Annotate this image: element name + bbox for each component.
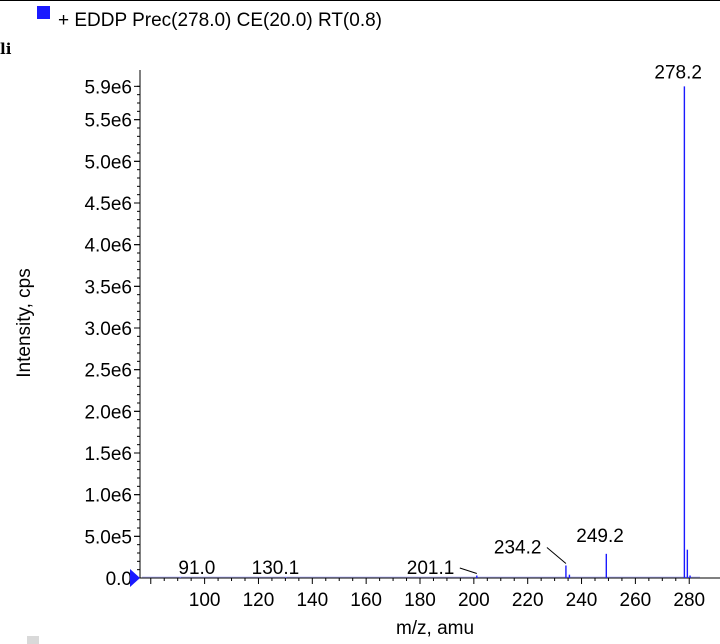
peak-label: 130.1 — [252, 558, 300, 579]
x-tick-label: 280 — [673, 590, 705, 611]
peak-label: 278.2 — [654, 62, 702, 83]
peak-leader-line — [546, 547, 567, 564]
x-tick-label: 160 — [350, 590, 382, 611]
y-tick-label: 3.5e6 — [84, 277, 132, 298]
y-tick-label: 5.5e6 — [84, 111, 132, 132]
y-axis: 0.0 5.0e5 1.0e6 1.5e6 2.0e6 2.5e6 3.0e6 3.5e6 4.… — [84, 70, 141, 590]
x-tick-label: 220 — [512, 590, 544, 611]
legend-label: + EDDP Prec(278.0) CE(20.0) RT(0.8) — [58, 10, 383, 31]
x-tick-label: 200 — [458, 590, 490, 611]
peak-label: 201.1 — [407, 558, 455, 579]
peak-leader-line — [459, 567, 477, 574]
peak-annotations: 91.0 130.1 201.1 234.2 249.2 278.2 — [178, 62, 702, 579]
y-tick-label: 2.5e6 — [84, 361, 132, 382]
chart-header: + EDDP Prec(278.0) CE(20.0) RT(0.8) li — [0, 0, 720, 58]
x-tick-label: 240 — [566, 590, 598, 611]
top-border — [0, 0, 720, 1]
y-tick-label: 3.0e6 — [84, 319, 132, 340]
y-tick-label: 1.5e6 — [84, 444, 132, 465]
peak-label: 249.2 — [576, 526, 624, 547]
cursor-marker-icon[interactable] — [130, 569, 140, 587]
peak-label: 234.2 — [494, 538, 542, 559]
x-tick-label: 100 — [189, 590, 221, 611]
y-tick-label: 4.0e6 — [84, 236, 132, 257]
y-tick-label: 4.5e6 — [84, 194, 132, 215]
peak-series — [142, 86, 700, 578]
x-tick-label: 180 — [404, 590, 436, 611]
peak-label: 91.0 — [178, 558, 215, 579]
legend-swatch — [37, 6, 50, 19]
x-tick-label: 260 — [620, 590, 652, 611]
y-axis-title: Intensity, cps — [14, 268, 35, 377]
y-tick-label: 5.0e6 — [84, 152, 132, 173]
y-tick-label: 2.0e6 — [84, 402, 132, 423]
y-tick-label: 5.0e5 — [84, 527, 132, 548]
bottom-marker — [27, 636, 39, 644]
x-tick-label: 140 — [296, 590, 328, 611]
y-tick-label: 1.0e6 — [84, 486, 132, 507]
y-tick-label: 0.0 — [106, 569, 132, 590]
x-axis: 100 120 140 160 180 200 220 240 260 280 — [140, 577, 720, 611]
y-tick-label: 5.9e6 — [84, 77, 132, 98]
x-tick-label: 120 — [243, 590, 275, 611]
corner-label: li — [0, 40, 12, 58]
x-axis-title: m/z, amu — [396, 618, 474, 639]
